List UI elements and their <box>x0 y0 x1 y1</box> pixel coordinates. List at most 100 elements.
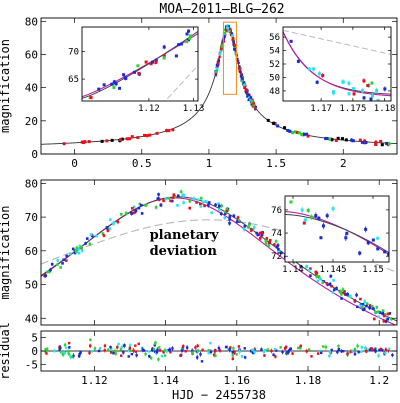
residual-data-point <box>316 352 320 355</box>
middle-data-point <box>274 240 278 243</box>
y-tick-label: 80 <box>25 177 38 190</box>
residual-data-point <box>112 351 115 355</box>
top-data-point <box>387 142 391 146</box>
y-tick-label: 50 <box>269 73 280 83</box>
residual-data-point <box>169 350 172 354</box>
residual-data-point <box>89 338 92 341</box>
top-data-point <box>364 140 368 144</box>
middle-data-point <box>228 221 231 225</box>
middle-data-point <box>384 320 388 323</box>
y-tick-label: 60 <box>25 48 38 61</box>
top-peak-point <box>216 63 219 66</box>
residual-data-point <box>58 348 61 351</box>
top-peak-point <box>249 96 253 99</box>
top-peak-point <box>218 52 222 56</box>
inset-left-data-point <box>188 34 192 38</box>
residual-data-point <box>200 360 204 363</box>
middle-data-point <box>44 274 48 278</box>
residual-data-point <box>384 351 387 355</box>
residual-data-point <box>53 349 56 353</box>
residual-data-point <box>371 348 374 351</box>
top-peak-point <box>239 70 242 73</box>
middle-data-point <box>157 193 160 196</box>
middle-data-point <box>159 204 163 207</box>
residual-data-point <box>61 353 65 356</box>
top-peak-point <box>223 28 227 32</box>
model-curve-alt <box>283 31 391 97</box>
residual-data-point <box>171 347 174 350</box>
inset-middle-data-point <box>300 208 304 212</box>
inset-middle-data-point <box>364 227 368 231</box>
middle-data-point <box>173 195 177 199</box>
residual-data-point <box>347 351 351 354</box>
middle-data-point <box>280 251 283 255</box>
residual-data-point <box>224 345 228 349</box>
top-peak-point <box>250 101 254 104</box>
residual-data-point <box>235 353 238 356</box>
residual-data-point <box>237 345 241 348</box>
residual-data-point <box>155 350 159 354</box>
residual-data-point <box>165 350 168 353</box>
inset-left-data-point <box>118 86 122 90</box>
residual-data-point <box>117 342 120 346</box>
residual-data-point <box>88 351 91 355</box>
top-data-point <box>82 140 86 144</box>
inset-left-data-point <box>188 36 192 40</box>
residual-data-point <box>93 347 97 350</box>
top-peak-point <box>221 40 224 43</box>
inset-right-data-point <box>351 87 355 91</box>
top-peak-point <box>233 43 236 47</box>
inset-middle-data-point <box>289 200 293 204</box>
residual-data-point <box>337 344 340 348</box>
middle-data-point <box>359 304 363 308</box>
top-peak-point <box>232 40 235 43</box>
middle-data-point <box>321 281 325 284</box>
top-data-point <box>125 137 129 141</box>
top-data-point <box>306 134 310 138</box>
residual-data-point <box>238 350 241 353</box>
middle-data-point <box>374 311 377 314</box>
inset-left-data-point <box>112 80 116 84</box>
inset-right-data-point <box>331 90 335 94</box>
middle-data-point <box>353 299 357 302</box>
middle-data-point <box>252 225 256 229</box>
top-peak-point <box>221 43 224 47</box>
residual-data-point <box>233 351 236 354</box>
residual-data-point <box>253 348 257 351</box>
middle-data-point <box>361 302 365 306</box>
residual-data-point <box>310 355 313 358</box>
middle-data-point <box>248 223 251 226</box>
annotation-deviation: deviation <box>150 244 218 259</box>
panel-inset-middle: 1.14 1.145 1.15 72 74 76 <box>271 195 390 275</box>
y-tick-label: -5 <box>25 358 38 371</box>
residual-data-point <box>67 352 71 356</box>
top-peak-point <box>237 66 241 70</box>
middle-data-point <box>363 300 367 303</box>
middle-data-point <box>156 197 160 200</box>
middle-data-point <box>390 317 393 321</box>
inset-right-data-point <box>347 81 351 85</box>
residual-data-point <box>279 346 282 349</box>
top-data-point <box>344 138 348 142</box>
middle-data-point <box>138 202 142 206</box>
middle-data-point <box>164 197 168 201</box>
residual-data-point <box>123 344 126 347</box>
middle-data-point <box>224 210 227 214</box>
middle-data-point <box>80 249 84 252</box>
middle-data-point <box>89 233 93 236</box>
residual-data-point <box>227 348 230 351</box>
top-peak-point <box>244 88 248 91</box>
middle-data-point <box>377 310 380 313</box>
residual-data-point <box>213 349 217 353</box>
panel-content <box>82 29 198 101</box>
top-peak-point <box>231 37 235 40</box>
residual-data-point <box>144 352 147 356</box>
middle-data-point <box>265 237 269 240</box>
residual-data-point <box>274 355 277 358</box>
middle-data-point <box>355 293 358 297</box>
top-data-point <box>286 128 290 132</box>
y-tick-label: 0 <box>31 345 38 358</box>
inset-middle-data-point <box>325 214 329 218</box>
top-peak-point <box>254 105 257 109</box>
residual-data-point <box>231 351 234 354</box>
